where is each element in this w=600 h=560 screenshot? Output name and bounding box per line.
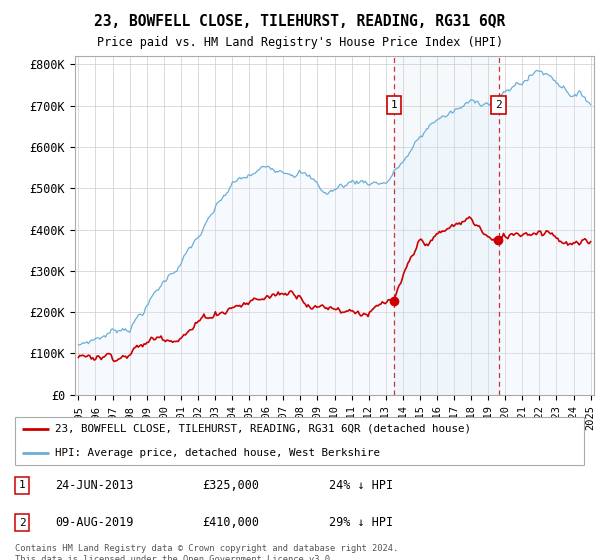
FancyBboxPatch shape: [15, 417, 584, 465]
Text: 24-JUN-2013: 24-JUN-2013: [55, 479, 134, 492]
Text: 2: 2: [495, 100, 502, 110]
Text: Contains HM Land Registry data © Crown copyright and database right 2024.
This d: Contains HM Land Registry data © Crown c…: [15, 544, 398, 560]
Text: £325,000: £325,000: [202, 479, 259, 492]
Text: 23, BOWFELL CLOSE, TILEHURST, READING, RG31 6QR (detached house): 23, BOWFELL CLOSE, TILEHURST, READING, R…: [55, 424, 471, 434]
Text: Price paid vs. HM Land Registry's House Price Index (HPI): Price paid vs. HM Land Registry's House …: [97, 36, 503, 49]
Text: 24% ↓ HPI: 24% ↓ HPI: [329, 479, 393, 492]
Text: £410,000: £410,000: [202, 516, 259, 529]
Bar: [394, 56, 499, 395]
Text: 29% ↓ HPI: 29% ↓ HPI: [329, 516, 393, 529]
Text: 23, BOWFELL CLOSE, TILEHURST, READING, RG31 6QR: 23, BOWFELL CLOSE, TILEHURST, READING, R…: [94, 14, 506, 29]
Text: 1: 1: [391, 100, 397, 110]
Text: HPI: Average price, detached house, West Berkshire: HPI: Average price, detached house, West…: [55, 448, 380, 458]
Text: 1: 1: [19, 480, 26, 490]
Text: 2: 2: [19, 518, 26, 528]
Text: 09-AUG-2019: 09-AUG-2019: [55, 516, 134, 529]
